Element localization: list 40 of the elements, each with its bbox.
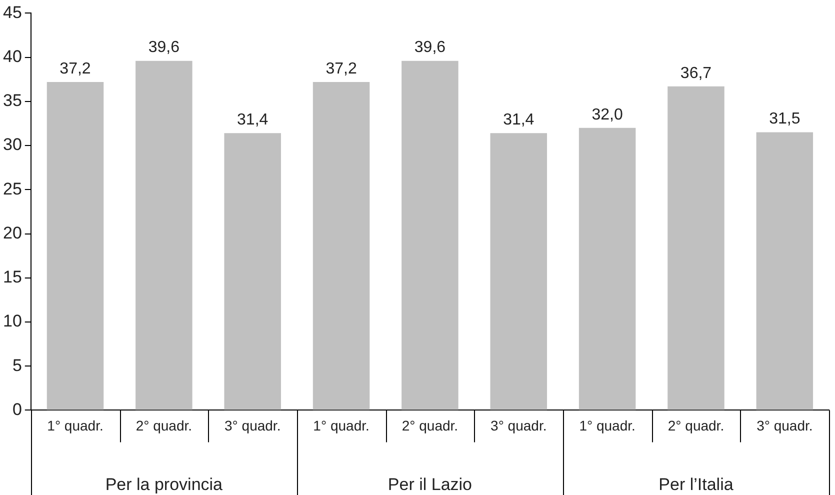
data-label: 31,4 xyxy=(237,112,268,129)
x-tick-label: 2° quadr. xyxy=(402,417,458,434)
bar xyxy=(578,128,636,410)
text: Per il Lazio xyxy=(388,475,472,494)
y-tick-label: 0 xyxy=(12,400,22,419)
y-tick-label: 15 xyxy=(2,268,22,287)
y-tick-label: 25 xyxy=(2,179,22,198)
y-tick-label: 5 xyxy=(12,356,22,375)
x-tick-label: 3° quadr. xyxy=(490,417,547,434)
y-tick-label: 30 xyxy=(2,135,22,154)
data-label: 37,2 xyxy=(326,60,357,78)
x-tick-label: 3° quadr. xyxy=(224,417,281,434)
bar xyxy=(756,132,814,410)
text: Per l’Italia xyxy=(658,475,734,494)
data-label: 32,0 xyxy=(592,106,623,124)
data-label: 39,6 xyxy=(148,39,180,56)
data-label: 39,6 xyxy=(414,39,446,56)
x-tick-label: 3° quadr. xyxy=(756,417,813,434)
bar xyxy=(46,82,104,410)
data-label: 31,4 xyxy=(503,112,534,129)
bar xyxy=(312,82,370,410)
x-tick-label: 1° quadr. xyxy=(313,417,370,434)
text: Per la provincia xyxy=(105,475,224,494)
x-tick-label: 1° quadr. xyxy=(47,417,104,434)
y-tick-label: 35 xyxy=(2,91,22,110)
y-tick-label: 20 xyxy=(2,223,22,242)
bar xyxy=(136,60,192,410)
y-tick-label: 45 xyxy=(2,2,22,22)
x-tick-label: 2° quadr. xyxy=(668,417,724,434)
data-label: 31,5 xyxy=(769,110,800,128)
bar xyxy=(224,133,281,410)
data-label: 36,7 xyxy=(680,64,712,82)
bar xyxy=(490,133,548,410)
bar xyxy=(668,86,724,410)
y-tick-label: 10 xyxy=(2,312,22,331)
x-tick-label: 2° quadr. xyxy=(136,417,192,434)
bar xyxy=(402,60,458,410)
data-label: 37,2 xyxy=(60,60,91,78)
x-tick-label: 1° quadr. xyxy=(579,417,636,434)
y-tick-label: 40 xyxy=(2,47,22,66)
